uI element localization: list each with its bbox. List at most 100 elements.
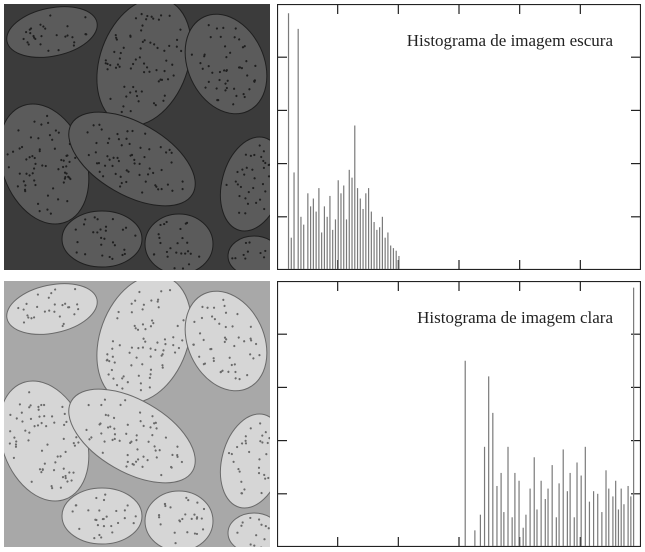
pollen-pore (184, 222, 187, 225)
pollen-pore (223, 340, 226, 344)
pollen-pore (251, 168, 254, 171)
pollen-pore (124, 226, 128, 229)
pollen-pore (98, 533, 101, 537)
pollen-pore (223, 304, 226, 308)
pollen-pore (140, 29, 143, 32)
pollen-pore (37, 405, 40, 408)
pollen-pore (258, 354, 261, 357)
pollen-pore (264, 477, 267, 480)
pollen-pore (151, 319, 154, 322)
pollen-pore (217, 99, 220, 102)
pollen-grain-body (68, 111, 196, 207)
pollen-pore (249, 427, 252, 430)
pollen-pore (201, 305, 204, 309)
pollen-pore (53, 303, 56, 306)
pollen-pore (112, 156, 115, 159)
pollen-pore (249, 337, 252, 340)
pollen-pore (253, 79, 256, 83)
pollen-pore (116, 156, 119, 160)
pollen-pore (236, 183, 239, 186)
pollen-pore (259, 251, 262, 255)
pollen-pore (255, 201, 258, 204)
pollen-pore (233, 363, 236, 366)
pollen-pore (109, 64, 112, 67)
pollen-pore (157, 80, 160, 83)
pollen-pore (33, 156, 36, 160)
pollen-pore (82, 223, 86, 226)
pollen-pore (134, 58, 137, 61)
pollen-pore (186, 250, 190, 253)
pollen-pore (254, 342, 258, 346)
pollen-pore (139, 382, 142, 385)
pollen-pore (123, 509, 126, 512)
pollen-pore (170, 466, 173, 469)
pollen-pore (138, 290, 141, 294)
pollen-pore (223, 336, 227, 339)
pollen-pore (196, 501, 199, 504)
pollen-pore (54, 129, 57, 132)
pollen-pore (236, 312, 239, 316)
pollen-pore (126, 381, 129, 384)
light-image-histogram: Histograma de imagem clara (277, 281, 641, 547)
pollen-pore (246, 74, 249, 77)
pollen-pore (152, 171, 155, 175)
pollen-pore (53, 421, 56, 424)
pollen-pore (38, 148, 41, 151)
pollen-pore (264, 525, 267, 528)
pollen-pore (232, 460, 235, 463)
pollen-pore (139, 389, 143, 392)
pollen-pore (102, 517, 105, 521)
pollen-pore (173, 351, 177, 354)
pollen-pore (120, 110, 123, 114)
pollen-pore (33, 36, 36, 39)
pollen-pore (115, 509, 118, 513)
pollen-pore (201, 528, 205, 531)
pollen-pore (234, 180, 237, 183)
pollen-grain-body (6, 283, 98, 335)
pollen-pore (65, 172, 68, 175)
pollen-pore (29, 136, 33, 139)
pollen-pore (164, 342, 167, 346)
histogram-title: Histograma de imagem clara (417, 308, 613, 327)
pollen-pore (36, 293, 40, 296)
pollen-pore (97, 162, 101, 165)
pollen-pore (181, 180, 184, 183)
pollen-pore (129, 67, 132, 70)
pollen-pore (39, 43, 42, 46)
pollen-pore (111, 340, 115, 343)
pollen-pore (64, 35, 67, 38)
pollen-pore (212, 357, 215, 360)
pollen-pore (215, 87, 218, 90)
pollen-pore (62, 159, 65, 162)
pollen-pore (104, 62, 107, 65)
pollen-pore (65, 154, 68, 157)
pollen-pore (105, 359, 108, 362)
pollen-pore (230, 363, 233, 367)
pollen-pore (29, 32, 32, 35)
pollen-pore (227, 370, 230, 373)
pollen-pore (200, 517, 203, 520)
pollen-pore (175, 38, 179, 41)
pollen-pore (111, 217, 114, 221)
pollen-grain-body (184, 290, 268, 392)
pollen-pore (73, 444, 77, 447)
pollen-pore (231, 257, 234, 260)
pollen-pore (163, 338, 167, 341)
pollen-pore (184, 513, 187, 516)
pollen-pore (240, 492, 244, 495)
pollen-pore (137, 346, 140, 350)
pollen-pore (76, 303, 79, 306)
pollen-pore (68, 160, 71, 163)
pollen-pore (26, 314, 29, 317)
pollen-pore (245, 60, 248, 63)
pollen-pore (22, 37, 25, 41)
pollen-pore (40, 449, 44, 452)
pollen-pore (146, 14, 149, 18)
pollen-pore (38, 415, 41, 418)
pollen-pore (160, 187, 163, 191)
pollen-grain-body (227, 512, 270, 547)
pollen-pore (224, 311, 228, 314)
pollen-pore (179, 28, 182, 31)
pollen-pore (42, 25, 45, 28)
pollen-pore (149, 41, 152, 44)
